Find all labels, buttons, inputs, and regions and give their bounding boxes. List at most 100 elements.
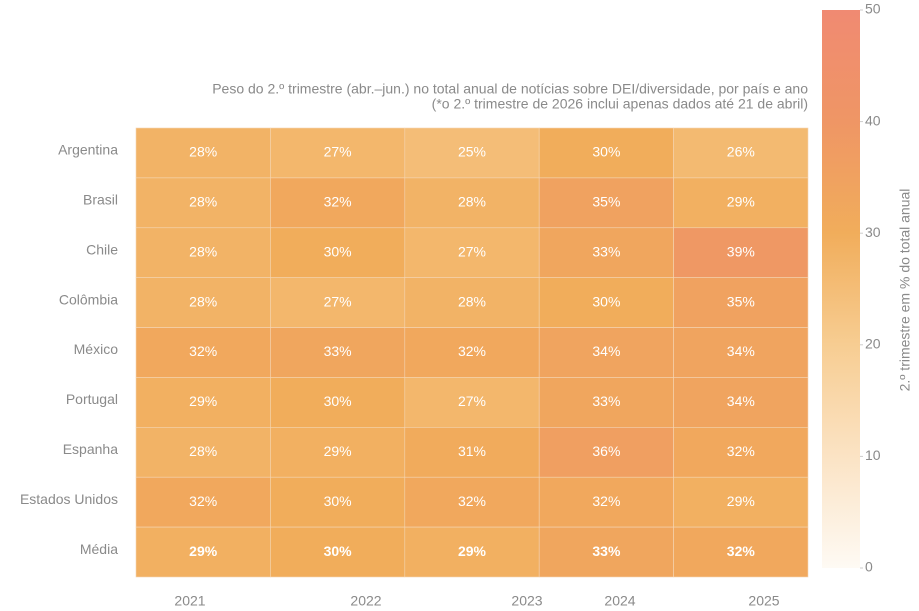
- cell: [135, 476, 271, 528]
- cell: [135, 277, 271, 328]
- cell-label: 36%: [592, 443, 620, 459]
- colorbar: [822, 10, 860, 568]
- x-tick-label: 2022: [350, 593, 381, 609]
- y-tick-label: Brasil: [83, 192, 118, 208]
- colorbar-tick-label: 0: [865, 559, 873, 575]
- colorbar-tick-label: 10: [865, 447, 881, 463]
- cell: [673, 227, 809, 278]
- cell-label: 33%: [592, 243, 620, 259]
- cell: [404, 227, 540, 278]
- cell-label: 32%: [727, 543, 756, 559]
- cell-label: 29%: [727, 493, 755, 509]
- cell: [135, 526, 271, 578]
- y-tick-label: Média: [80, 541, 118, 557]
- cell: [404, 277, 540, 328]
- cell-label: 32%: [189, 493, 217, 509]
- cell-label: 32%: [324, 194, 352, 210]
- cell-label: 35%: [727, 293, 755, 309]
- cell-label: 30%: [324, 393, 352, 409]
- cell: [404, 476, 540, 528]
- cell: [135, 327, 271, 378]
- cell: [538, 227, 674, 278]
- cell-label: 29%: [727, 194, 755, 210]
- colorbar-label: 2.º trimestre em % do total anual: [897, 189, 913, 392]
- cell: [404, 127, 540, 179]
- x-tick-label: 2023: [511, 593, 542, 609]
- cell-label: 29%: [189, 393, 217, 409]
- cell-label: 32%: [189, 343, 217, 359]
- cell: [404, 377, 540, 428]
- cell-label: 28%: [458, 194, 486, 210]
- cell-label: 34%: [727, 393, 755, 409]
- cell-label: 31%: [458, 443, 486, 459]
- cell-label: 28%: [458, 293, 486, 309]
- cell: [135, 127, 271, 179]
- cell-label: 34%: [592, 343, 620, 359]
- colorbar-tick-label: 20: [865, 336, 881, 352]
- colorbar-tick-label: 30: [865, 224, 881, 240]
- cell: [270, 526, 406, 578]
- cell-label: 27%: [458, 393, 486, 409]
- cell-label: 30%: [324, 243, 352, 259]
- cell: [404, 327, 540, 378]
- cell: [404, 526, 540, 578]
- cell-label: 30%: [324, 543, 353, 559]
- x-tick-label: 2021: [174, 593, 205, 609]
- cell: [673, 526, 809, 578]
- cell-label: 29%: [458, 543, 487, 559]
- cell-label: 29%: [324, 443, 352, 459]
- x-tick-label: 2024: [604, 593, 635, 609]
- cell-label: 30%: [592, 293, 620, 309]
- cell-label: 35%: [592, 194, 620, 210]
- cell: [673, 377, 809, 428]
- cell: [135, 177, 271, 229]
- cell: [135, 427, 271, 478]
- cell-label: 39%: [727, 243, 755, 259]
- cell: [538, 476, 674, 528]
- cell-label: 32%: [592, 493, 620, 509]
- chart-subtitle: (*o 2.º trimestre de 2026 inclui apenas …: [432, 96, 808, 112]
- chart-title: Peso do 2.º trimestre (abr.–jun.) no tot…: [212, 81, 808, 97]
- cell-label: 27%: [458, 243, 486, 259]
- cell: [538, 277, 674, 328]
- cell: [270, 277, 406, 328]
- cell-label: 34%: [727, 343, 755, 359]
- cell-label: 33%: [324, 343, 352, 359]
- cell: [673, 476, 809, 528]
- cell: [270, 377, 406, 428]
- cell-label: 28%: [189, 194, 217, 210]
- cell-label: 28%: [189, 293, 217, 309]
- cell-label: 29%: [189, 543, 218, 559]
- cell-label: 30%: [592, 144, 620, 160]
- cell-label: 27%: [324, 144, 352, 160]
- y-tick-label: Estados Unidos: [20, 491, 118, 507]
- x-tick-label: 2025: [748, 593, 779, 609]
- colorbar-tick-label: 50: [865, 1, 881, 17]
- cell-label: 32%: [458, 493, 486, 509]
- cell-label: 28%: [189, 144, 217, 160]
- cell: [270, 327, 406, 378]
- y-tick-label: Chile: [86, 241, 118, 257]
- cell: [673, 177, 809, 229]
- cell-label: 30%: [324, 493, 352, 509]
- cell: [270, 127, 406, 179]
- cell: [538, 127, 674, 179]
- cell: [538, 377, 674, 428]
- cell-label: 33%: [592, 543, 621, 559]
- cell-label: 27%: [324, 293, 352, 309]
- colorbar-tick-label: 40: [865, 112, 881, 128]
- cell: [404, 177, 540, 229]
- cell: [673, 277, 809, 328]
- y-tick-label: Argentina: [58, 142, 118, 158]
- cell: [673, 427, 809, 478]
- cell-label: 33%: [592, 393, 620, 409]
- cell: [673, 327, 809, 378]
- y-tick-label: Portugal: [66, 391, 118, 407]
- cell-label: 26%: [727, 144, 755, 160]
- cell: [270, 227, 406, 278]
- y-tick-label: Colômbia: [59, 291, 118, 307]
- cell-label: 28%: [189, 443, 217, 459]
- cell-label: 32%: [727, 443, 755, 459]
- cell-label: 28%: [189, 243, 217, 259]
